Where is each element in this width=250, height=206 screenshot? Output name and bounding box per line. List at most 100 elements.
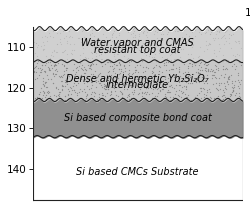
Point xyxy=(104,45,108,49)
Point xyxy=(132,26,136,29)
Point xyxy=(126,30,130,33)
Text: resistant top coat: resistant top coat xyxy=(94,45,181,55)
Point xyxy=(52,94,56,97)
Point xyxy=(172,57,176,61)
Point xyxy=(218,47,222,50)
Point xyxy=(144,86,148,89)
Point xyxy=(150,69,154,73)
Point xyxy=(112,67,116,70)
Point xyxy=(169,59,173,62)
Point xyxy=(170,68,174,71)
Point xyxy=(102,58,106,61)
Point xyxy=(114,82,118,85)
Point xyxy=(113,80,117,83)
Point xyxy=(33,77,37,81)
Point xyxy=(97,37,101,40)
Point xyxy=(154,36,158,39)
Point xyxy=(102,82,106,85)
Point xyxy=(166,90,170,93)
Point xyxy=(107,74,111,77)
Point xyxy=(94,54,98,58)
Point xyxy=(32,70,36,74)
Point xyxy=(221,34,225,37)
Point xyxy=(59,74,63,78)
Point xyxy=(100,42,104,45)
Point xyxy=(111,85,115,88)
Point xyxy=(63,80,67,84)
Point xyxy=(144,85,148,88)
Point xyxy=(192,72,196,76)
Point xyxy=(183,71,187,74)
Point xyxy=(61,85,65,88)
Point xyxy=(51,29,55,32)
Text: Si based CMCs Substrate: Si based CMCs Substrate xyxy=(76,167,199,177)
Point xyxy=(191,42,195,45)
Point xyxy=(144,92,148,95)
Point xyxy=(150,55,154,59)
Point xyxy=(60,88,64,91)
Point xyxy=(151,79,155,82)
Point xyxy=(57,75,61,78)
Point xyxy=(33,97,37,100)
Point xyxy=(72,90,76,94)
Point xyxy=(128,83,132,86)
Point xyxy=(92,90,96,94)
Point xyxy=(59,80,63,83)
Point xyxy=(124,82,128,85)
Point xyxy=(34,65,38,68)
Point xyxy=(214,67,218,70)
Point xyxy=(160,87,164,91)
Point xyxy=(138,87,142,91)
Point xyxy=(171,49,175,52)
Point xyxy=(48,68,52,71)
Point xyxy=(127,80,131,83)
Point xyxy=(68,85,71,88)
Point xyxy=(162,75,166,78)
Point xyxy=(197,97,201,100)
Point xyxy=(80,64,84,67)
Point xyxy=(165,57,169,60)
Point xyxy=(139,57,143,60)
Point xyxy=(111,61,115,64)
Point xyxy=(144,66,148,69)
Point xyxy=(126,44,130,47)
Point xyxy=(223,72,227,76)
Point xyxy=(210,76,214,80)
Point xyxy=(129,75,133,78)
Point xyxy=(158,44,162,47)
Point xyxy=(204,67,208,70)
Point xyxy=(204,31,208,35)
Point xyxy=(210,69,214,73)
Point xyxy=(234,64,238,68)
Point xyxy=(128,81,132,84)
Point xyxy=(136,63,140,66)
Point xyxy=(137,81,141,84)
Point xyxy=(119,46,123,49)
Point xyxy=(140,59,144,62)
Point xyxy=(118,71,122,74)
Point xyxy=(52,62,56,66)
Point xyxy=(95,42,99,45)
Point xyxy=(97,96,101,99)
Point xyxy=(229,94,233,97)
Point xyxy=(41,89,45,92)
Point xyxy=(227,77,231,80)
Point xyxy=(42,91,46,95)
Point xyxy=(84,81,88,84)
Point xyxy=(47,32,51,35)
Point xyxy=(118,62,122,65)
Point xyxy=(130,80,134,83)
Point xyxy=(139,84,143,87)
Point xyxy=(206,29,210,32)
Point xyxy=(233,68,237,71)
Point xyxy=(82,77,86,81)
Point xyxy=(179,89,183,93)
Point xyxy=(146,82,150,86)
Point xyxy=(214,81,218,84)
Point xyxy=(152,55,156,59)
Point xyxy=(90,52,94,55)
Point xyxy=(226,59,230,62)
Point xyxy=(48,60,52,63)
Point xyxy=(86,93,89,96)
Point xyxy=(148,44,152,48)
